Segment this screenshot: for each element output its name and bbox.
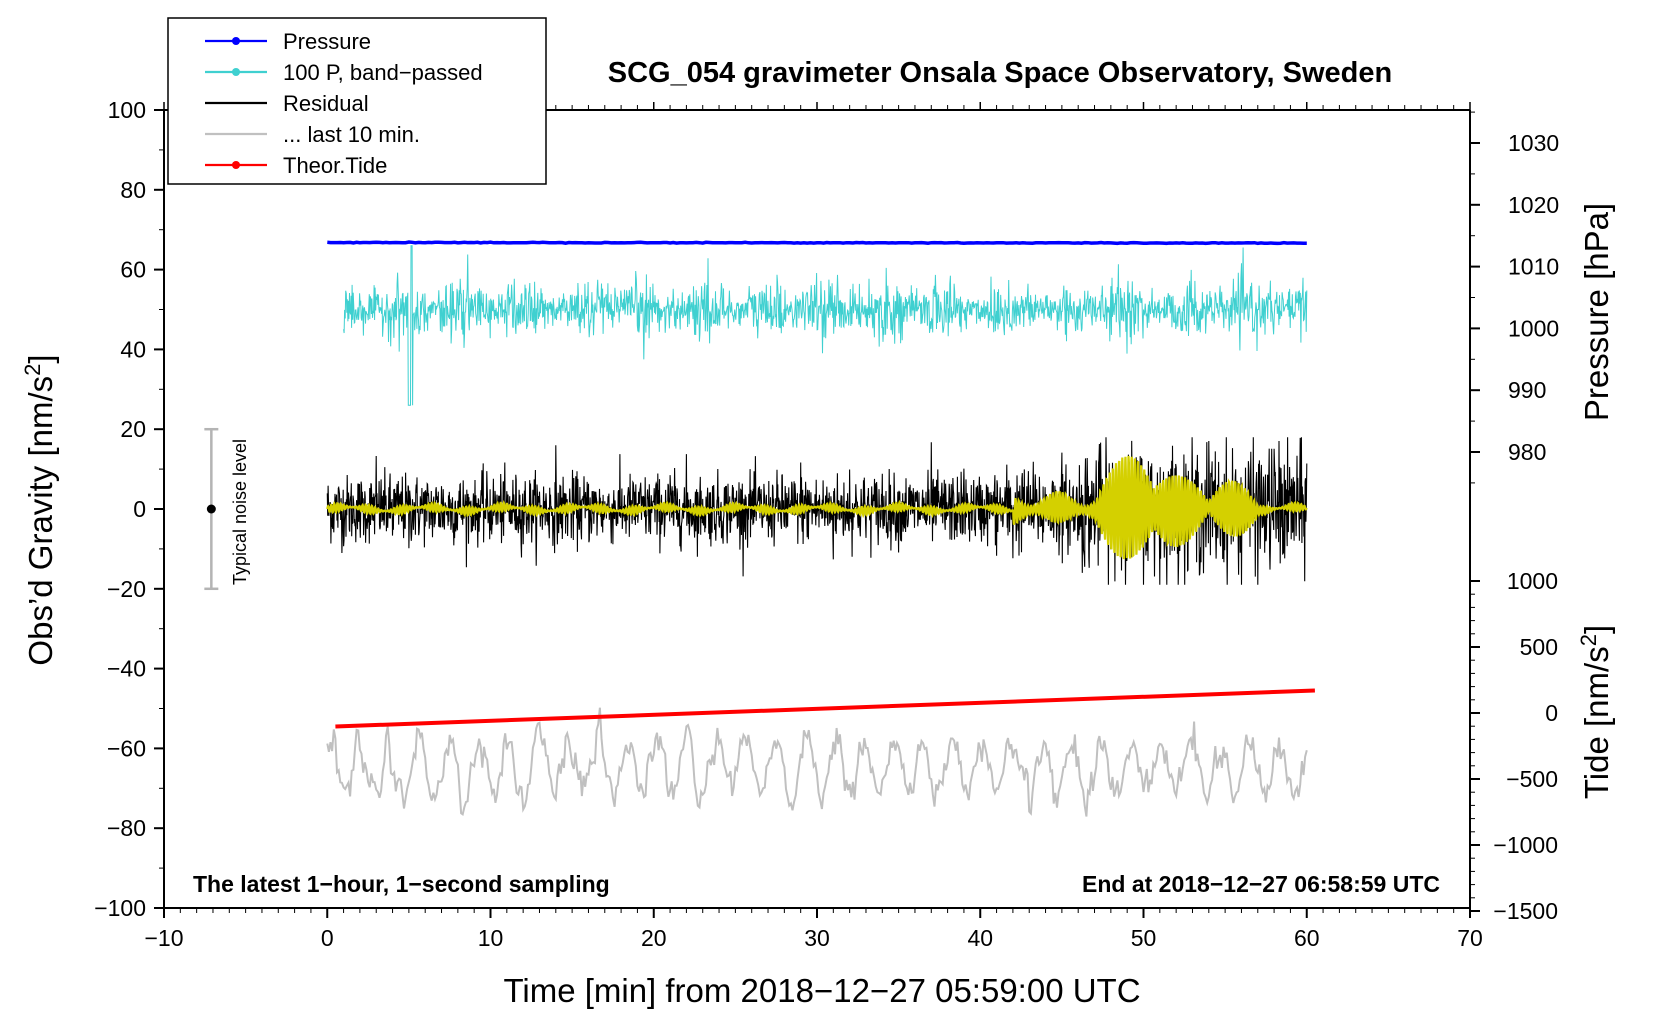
y-axis-label-left: Obs’d Gravity [nm/s2]	[20, 354, 60, 665]
y-tick-label: 60	[120, 257, 146, 283]
residual-smoothed-line	[326, 455, 1308, 560]
x-tick-label: 70	[1457, 925, 1483, 951]
legend-swatch-marker	[232, 161, 240, 169]
ticks-layer: −10 0 10 20 30 40 50 60 70100806040200−20−40−60−…	[94, 97, 1559, 951]
x-tick-label: 30	[804, 925, 830, 951]
legend: Pressure 100 P, band−passed Residual ... la…	[167, 17, 547, 185]
pressure-tick-label: 1030	[1508, 130, 1559, 156]
y-tick-label: −80	[107, 815, 146, 841]
y-axis-label-tide: Tide [nm/s2]	[1576, 625, 1616, 799]
y-tick-label: 20	[120, 416, 146, 442]
tide-tick-label: 1000	[1507, 568, 1558, 594]
legend-box	[167, 17, 547, 185]
pressure-tick-label: 990	[1508, 377, 1546, 403]
x-tick-label: 50	[1131, 925, 1157, 951]
y-tick-label: −100	[94, 895, 146, 921]
tide-tick-label: −1500	[1493, 898, 1558, 924]
x-axis-label: Time [min] from 2018−12−27 05:59:00 UTC	[503, 972, 1140, 1009]
tide-tick-label: −1000	[1493, 832, 1558, 858]
legend-label: Theor.Tide	[283, 153, 387, 178]
y-tick-label: 0	[133, 496, 146, 522]
y-tick-label: 40	[120, 336, 146, 362]
y-tick-label: 80	[120, 177, 146, 203]
y-tick-label: −40	[107, 656, 146, 682]
last-10-min-line	[326, 707, 1308, 817]
annotation-sampling: The latest 1−hour, 1−second sampling	[193, 871, 610, 897]
series-layer	[326, 240, 1315, 817]
pressure-line	[327, 240, 1307, 246]
y-axis-label-pressure: Pressure [hPa]	[1578, 203, 1615, 421]
x-tick-label: −10	[144, 925, 183, 951]
pressure-tick-label: 1020	[1508, 192, 1559, 218]
x-tick-label: 10	[478, 925, 504, 951]
tide-tick-label: −500	[1506, 766, 1558, 792]
pressure-tick-label: 980	[1508, 439, 1546, 465]
noise-indicator	[204, 427, 219, 591]
legend-label: Pressure	[283, 29, 371, 54]
y-tick-label: −20	[107, 576, 146, 602]
x-tick-label: 60	[1294, 925, 1320, 951]
x-tick-label: 20	[641, 925, 667, 951]
x-tick-label: 0	[321, 925, 334, 951]
y-tick-label: 100	[108, 97, 146, 123]
theoretical-tide-line	[335, 688, 1315, 729]
legend-swatch-marker	[232, 37, 240, 45]
noise-center-dot	[206, 504, 216, 514]
pressure-tick-label: 1000	[1508, 315, 1559, 341]
legend-label: ... last 10 min.	[283, 122, 420, 147]
bandpassed-pressure-line	[343, 245, 1308, 406]
annotation-end-time: End at 2018−12−27 06:58:59 UTC	[1082, 871, 1440, 897]
y-tick-label: −60	[107, 735, 146, 761]
legend-label: 100 P, band−passed	[283, 60, 483, 85]
pressure-tick-label: 1010	[1508, 254, 1559, 280]
residual-line	[326, 437, 1308, 585]
legend-label: Residual	[283, 91, 369, 116]
x-tick-label: 40	[967, 925, 993, 951]
legend-swatch-marker	[232, 68, 240, 76]
noise-label: Typical noise level	[230, 439, 250, 585]
chart-title: SCG_054 gravimeter Onsala Space Observat…	[608, 57, 1392, 89]
tide-tick-label: 500	[1520, 634, 1558, 660]
tide-tick-label: 0	[1545, 700, 1558, 726]
